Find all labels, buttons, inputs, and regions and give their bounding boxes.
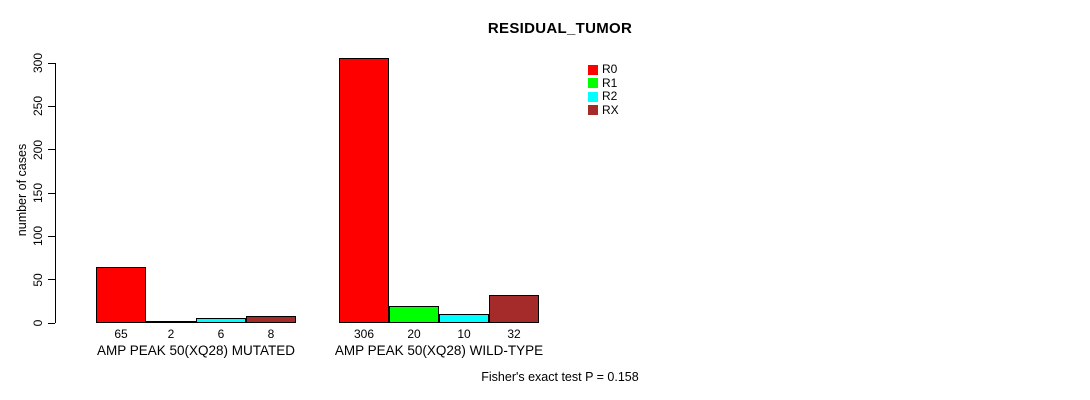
bar-value-label: 20	[407, 327, 421, 341]
legend-swatch-r2	[588, 91, 598, 102]
y-tick-label: 200	[31, 139, 45, 160]
legend: R0 R1 R2 RX	[588, 62, 619, 118]
legend-item: RX	[588, 102, 619, 117]
legend-item: R0	[588, 62, 619, 76]
y-axis-label: number of cases	[15, 143, 29, 237]
y-tick-mark	[48, 105, 55, 107]
y-tick-mark	[48, 235, 55, 237]
y-tick-label: 250	[31, 96, 45, 117]
legend-item: R1	[588, 75, 619, 90]
bar-r1-group2	[389, 306, 439, 323]
legend-label: R0	[602, 62, 618, 76]
legend-swatch-r1	[588, 78, 598, 88]
bar-r0-group1	[96, 267, 146, 323]
legend-swatch-rx	[588, 105, 598, 115]
y-tick-label: 0	[31, 319, 45, 327]
bar-value-label: 6	[217, 327, 225, 341]
annotation-text: Fisher's exact test P = 0.158	[481, 370, 639, 384]
y-tick-label: 100	[31, 226, 45, 247]
bar-r0-group2	[339, 58, 389, 323]
y-tick-label: 150	[31, 182, 45, 204]
bar-rx-group2	[489, 295, 539, 323]
bar-value-label: 10	[457, 327, 471, 341]
bar-r1-group1	[146, 321, 196, 323]
y-axis-line	[55, 63, 56, 323]
legend-label: R2	[602, 89, 618, 103]
legend-label: RX	[602, 102, 619, 117]
bar-value-label: 306	[353, 327, 375, 341]
bar-value-label: 2	[167, 327, 175, 341]
y-tick-label: 50	[31, 272, 45, 287]
bar-rx-group1	[246, 316, 296, 323]
legend-label: R1	[602, 75, 618, 90]
bar-value-label: 65	[114, 327, 128, 341]
bar-r2-group1	[196, 318, 246, 323]
legend-swatch-r0	[588, 64, 598, 75]
y-tick-mark	[48, 149, 55, 151]
chart-title: RESIDUAL_TUMOR	[487, 20, 633, 37]
bar-value-label: 32	[507, 327, 521, 341]
y-tick-mark	[48, 322, 55, 324]
y-tick-mark	[48, 192, 55, 194]
y-tick-mark	[48, 279, 55, 281]
category-label: AMP PEAK 50(XQ28) WILD-TYPE	[334, 343, 544, 358]
category-label: AMP PEAK 50(XQ28) MUTATED	[96, 343, 296, 358]
y-tick-mark	[48, 62, 55, 64]
legend-item: R2	[588, 89, 619, 103]
bar-r2-group2	[439, 314, 489, 323]
bar-value-label: 8	[267, 327, 275, 341]
y-tick-label: 300	[31, 52, 45, 74]
